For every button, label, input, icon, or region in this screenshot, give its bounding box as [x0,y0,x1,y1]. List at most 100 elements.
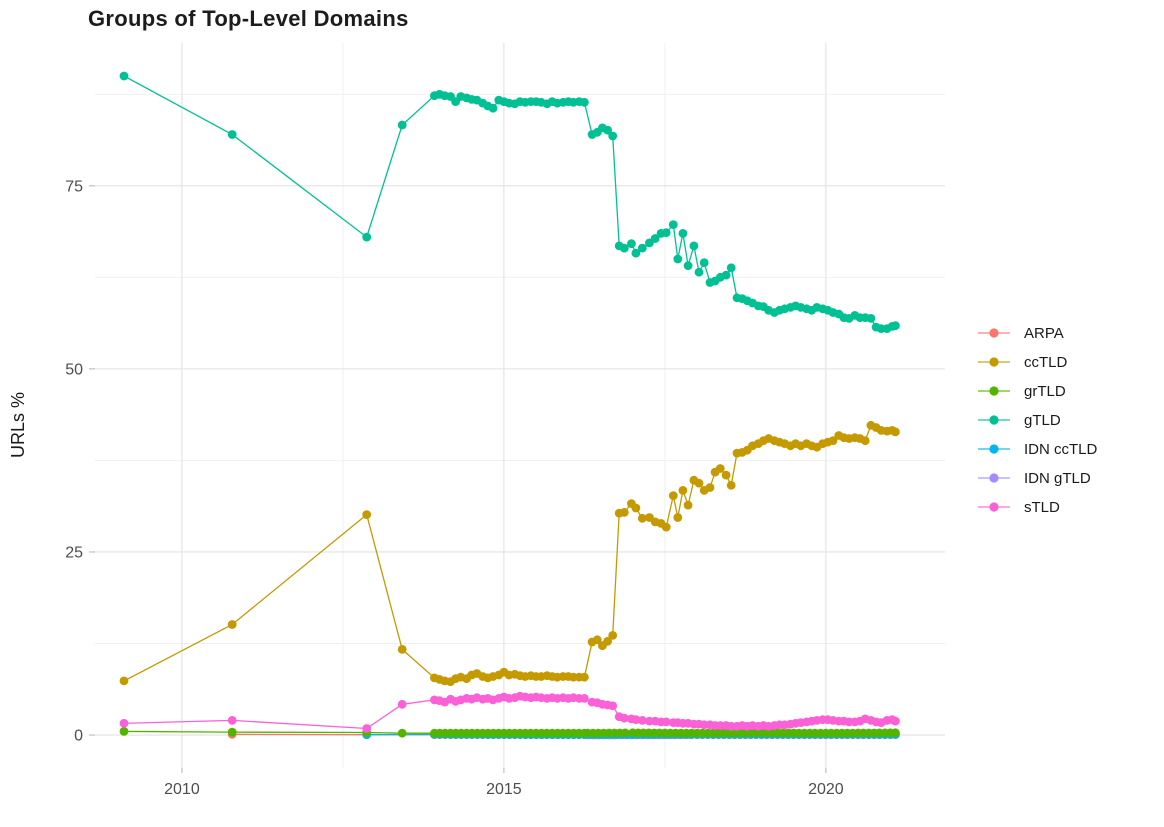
legend-key-dot-cctld [989,357,999,367]
legend-key-dot-arpa [989,328,999,338]
legend-label-idn-gtld: IDN gTLD [1024,470,1091,487]
data-point-grtld [119,727,129,736]
legend-key-dot-stld [989,502,999,512]
legend-item-grtld: grTLD [978,383,1066,400]
data-point-stld [891,716,900,726]
legend-label-idn-cctld: IDN ccTLD [1024,441,1098,458]
data-point-gtld [619,243,629,253]
data-point-gtld [397,120,407,130]
legend-item-cctld: ccTLD [978,354,1068,371]
data-point-cctld [715,464,725,473]
series-cctld [119,420,900,686]
data-point-gtld [650,234,660,243]
data-point-gtld [631,248,641,258]
data-point-cctld [683,500,693,510]
data-point-cctld [119,676,129,686]
data-point-gtld [866,314,876,323]
data-point-cctld [637,513,647,523]
legend-key-dot-gtld [989,415,999,425]
data-point-grtld [620,728,630,738]
data-point-stld [661,717,671,727]
legend-key-dot-idn-cctld [989,444,999,454]
data-point-grtld [891,728,900,738]
gridlines-minor [95,43,945,768]
y-tick-label: 0 [74,728,83,745]
legend-key-dot-idn-gtld [989,473,999,483]
data-point-gtld [726,263,736,273]
legend-item-stld: sTLD [978,499,1060,516]
legend-item-gtld: gTLD [978,412,1061,429]
data-point-cctld [661,522,671,532]
legend-key-dot-grtld [989,386,999,396]
data-point-stld [119,718,129,728]
data-point-cctld [678,486,688,495]
data-point-cctld [619,508,629,517]
data-point-stld [362,724,372,733]
data-point-gtld [603,125,612,135]
legend-item-idn-cctld: IDN ccTLD [978,441,1098,458]
data-point-gtld [673,254,683,264]
data-point-gtld [699,258,709,268]
series-stld [119,691,900,733]
data-point-gtld [580,97,589,107]
data-point-cctld [726,480,736,490]
data-point-cctld [603,636,612,646]
y-tick-label: 25 [65,544,83,561]
data-point-grtld [227,727,237,737]
gridlines-major [95,43,945,768]
legend-label-cctld: ccTLD [1024,354,1068,371]
data-point-gtld [362,232,372,242]
data-point-cctld [721,470,731,480]
data-point-gtld [689,241,699,251]
data-point-gtld [668,220,678,230]
data-point-gtld [721,270,731,280]
y-tick-label: 50 [65,361,83,378]
x-tick-label: 2020 [808,781,844,798]
axes: 2010 2015 2020 0 25 50 75 [65,178,844,798]
legend-label-arpa: ARPA [1024,325,1064,342]
data-point-gtld [661,228,671,238]
data-point-gtld [678,229,688,238]
data-point-stld [397,699,407,709]
data-point-stld [637,716,647,725]
data-point-cctld [828,436,838,446]
data-point-gtld [488,103,498,113]
data-point-stld [227,716,237,725]
data-point-gtld [627,239,636,249]
legend-label-stld: sTLD [1024,499,1060,516]
data-point-cctld [227,620,237,629]
y-axis-title: URLs % [8,392,28,458]
data-point-cctld [631,503,641,513]
data-point-stld [608,701,618,711]
x-tick-label: 2015 [486,781,522,798]
y-tick-label: 75 [65,178,83,195]
series-grtld [119,727,900,738]
data-point-gtld [119,71,129,81]
data-point-cctld [397,645,407,654]
series-line-gtld [123,75,896,330]
data-point-grtld [397,728,407,738]
data-point-cctld [362,510,372,519]
data-point-cctld [673,513,683,522]
legend-item-arpa: ARPA [978,325,1064,342]
data-point-cctld [668,491,678,500]
chart-title: Groups of Top-Level Domains [88,6,409,31]
data-point-cctld [592,635,602,645]
legend: ARPA ccTLD grTLD gTLD IDN ccTLD IDN gTLD sTLD [978,325,1098,516]
data-point-stld [580,694,589,703]
legend-label-gtld: gTLD [1024,412,1061,429]
data-point-gtld [694,267,704,277]
data-point-stld [619,713,629,723]
data-point-gtld [683,261,693,270]
data-point-cctld [860,436,870,446]
data-point-gtld [637,243,647,253]
data-point-cctld [705,483,715,492]
data-point-cctld [580,672,589,682]
legend-label-grtld: grTLD [1024,383,1066,400]
data-point-gtld [608,131,618,141]
series-gtld [119,71,900,333]
data-point-stld [631,715,641,725]
data-point-cctld [694,478,704,488]
